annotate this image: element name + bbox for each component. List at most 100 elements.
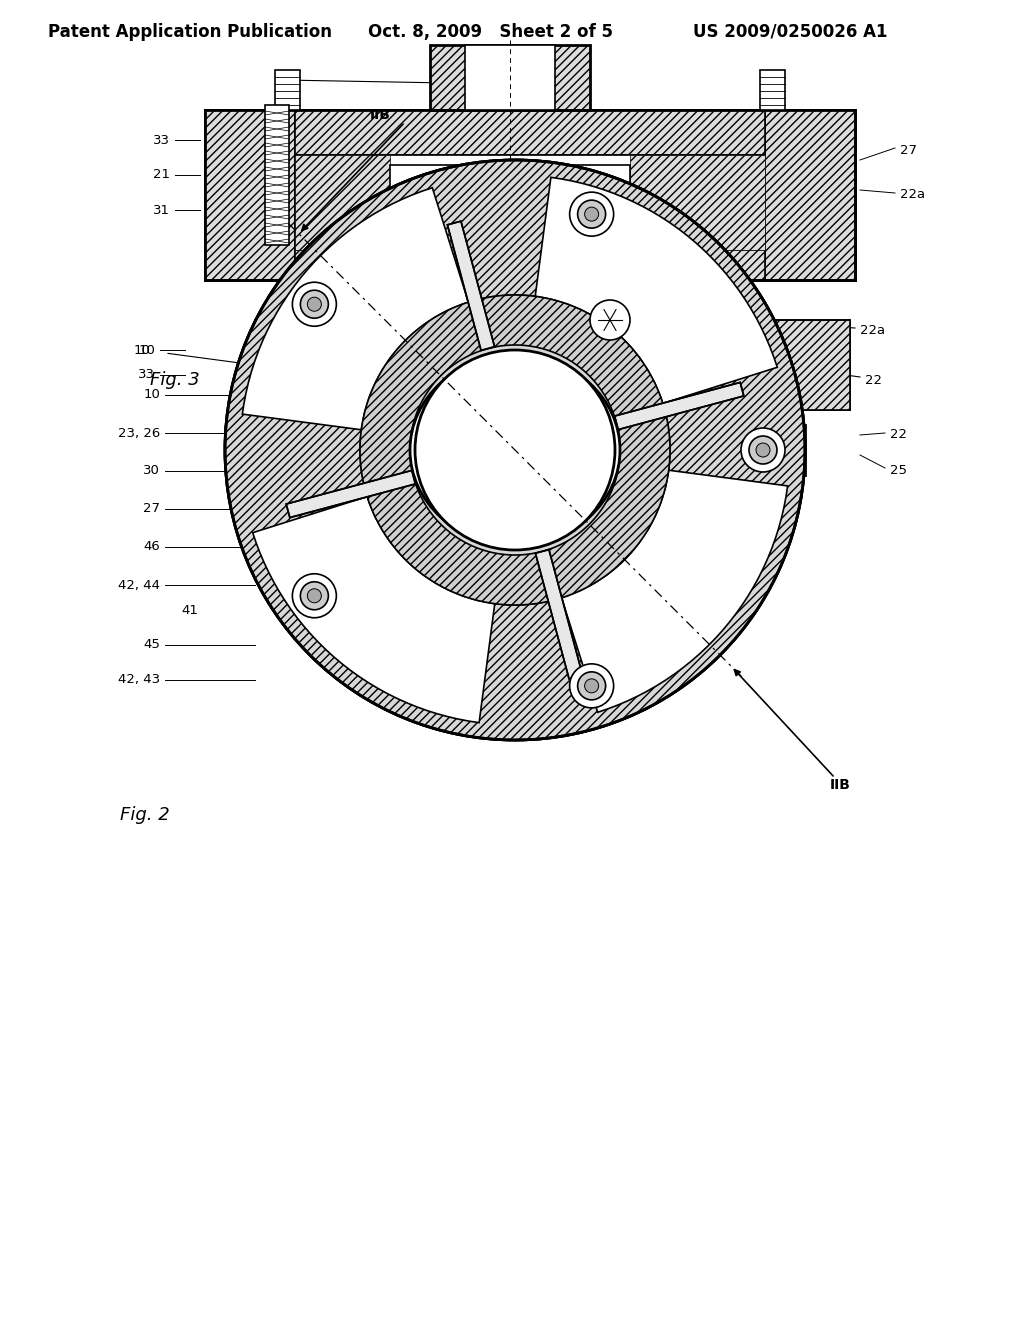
Text: Fig. 2: Fig. 2 (120, 807, 170, 824)
Text: 33: 33 (153, 133, 170, 147)
Circle shape (307, 589, 322, 603)
Text: 24: 24 (481, 63, 499, 77)
Bar (765, 110, 855, 280)
Bar (295, 154, 765, 249)
Bar (255, 319, 335, 400)
Bar (760, 70, 785, 110)
Text: IIB: IIB (370, 108, 390, 121)
Circle shape (741, 428, 785, 473)
Bar (205, 110, 855, 280)
Bar (490, 450, 530, 550)
Polygon shape (243, 187, 483, 437)
Bar (255, 463, 805, 475)
Text: Oct. 8, 2009   Sheet 2 of 5: Oct. 8, 2009 Sheet 2 of 5 (368, 22, 612, 41)
Circle shape (569, 664, 613, 708)
Ellipse shape (415, 350, 615, 550)
Polygon shape (447, 222, 495, 350)
Bar (255, 319, 335, 400)
Bar (765, 319, 850, 411)
Polygon shape (614, 383, 743, 429)
Circle shape (585, 207, 599, 222)
Circle shape (225, 160, 805, 741)
Bar (275, 70, 300, 110)
Text: Patent Application Publication: Patent Application Publication (48, 22, 332, 41)
Bar (335, 341, 355, 440)
Bar (480, 440, 540, 520)
Bar (255, 425, 805, 437)
Text: 10: 10 (133, 343, 150, 356)
Bar (295, 249, 765, 280)
Circle shape (578, 672, 605, 700)
Ellipse shape (540, 176, 580, 195)
Text: 34: 34 (436, 69, 454, 82)
Text: 23, 26: 23, 26 (118, 426, 160, 440)
Circle shape (307, 297, 322, 312)
Text: 27: 27 (143, 503, 160, 516)
Circle shape (305, 436, 335, 465)
Bar (390, 165, 630, 240)
Polygon shape (528, 177, 777, 418)
Bar (205, 110, 855, 280)
Bar (465, 45, 555, 110)
Bar (630, 154, 765, 249)
Text: 29: 29 (407, 183, 424, 197)
Polygon shape (286, 470, 416, 517)
Bar (475, 180, 500, 210)
Bar (490, 450, 530, 550)
Circle shape (756, 444, 770, 457)
Bar (255, 319, 335, 400)
Text: 30: 30 (356, 503, 374, 516)
Text: 27: 27 (900, 144, 918, 157)
Polygon shape (536, 549, 583, 678)
Bar (765, 319, 850, 411)
Circle shape (290, 420, 350, 480)
Text: 41: 41 (181, 603, 199, 616)
Text: 10: 10 (138, 343, 155, 356)
Circle shape (293, 574, 336, 618)
PathPatch shape (360, 294, 670, 605)
Circle shape (578, 201, 605, 228)
Ellipse shape (410, 355, 620, 545)
Bar (765, 319, 850, 411)
Circle shape (585, 678, 599, 693)
Text: 10: 10 (143, 388, 160, 401)
Text: 46: 46 (143, 540, 160, 553)
Text: 30: 30 (143, 465, 160, 478)
Text: 26, 23: 26, 23 (479, 533, 521, 546)
Bar (295, 110, 765, 154)
Circle shape (749, 436, 777, 465)
Text: 31: 31 (153, 203, 170, 216)
Text: 42, 44: 42, 44 (118, 578, 160, 591)
Polygon shape (253, 482, 502, 722)
Bar (265, 106, 289, 246)
Bar (480, 440, 540, 520)
Text: 22a: 22a (900, 189, 925, 202)
Circle shape (293, 282, 336, 326)
Text: US 2009/0250026 A1: US 2009/0250026 A1 (693, 22, 887, 41)
Circle shape (590, 300, 630, 341)
Bar (295, 154, 390, 249)
Circle shape (710, 420, 770, 480)
Ellipse shape (503, 177, 527, 193)
Circle shape (725, 436, 755, 465)
Text: 42, 43: 42, 43 (118, 673, 160, 686)
Circle shape (300, 582, 329, 610)
Ellipse shape (454, 176, 486, 194)
Polygon shape (547, 463, 787, 713)
Bar (520, 180, 545, 210)
Text: 32: 32 (292, 499, 308, 511)
Text: 22: 22 (890, 429, 907, 441)
Bar (255, 425, 805, 475)
Circle shape (360, 294, 670, 605)
Text: 22a: 22a (860, 323, 885, 337)
Bar (205, 110, 855, 280)
Bar (335, 319, 415, 440)
Text: 45: 45 (143, 639, 160, 652)
Bar (480, 440, 540, 520)
Circle shape (300, 290, 329, 318)
Text: 21: 21 (153, 169, 170, 181)
Bar (205, 110, 295, 280)
Circle shape (569, 193, 613, 236)
Text: 31: 31 (427, 689, 443, 701)
Text: 22: 22 (865, 374, 882, 387)
